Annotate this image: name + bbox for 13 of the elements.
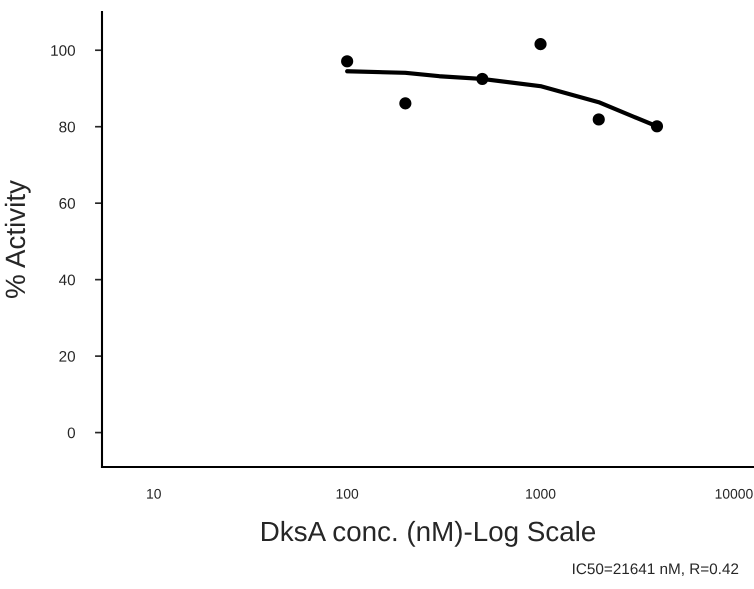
y-tick-label: 60 — [59, 198, 76, 209]
y-tick-label: 0 — [68, 427, 76, 438]
x-tick-label: 100 — [336, 488, 358, 499]
y-tick-label: 100 — [51, 45, 76, 56]
text: IC50=21641 nM, R=0.42 — [573, 563, 738, 576]
x-tick-label: 1000 — [526, 488, 556, 499]
y-axis-title: % Activity — [4, 180, 31, 298]
x-tick-label: 10000 — [716, 488, 753, 499]
x-tick-label: 10 — [147, 488, 161, 499]
y-tick-label: 20 — [59, 350, 76, 362]
x-axis-title: DksA conc. (nM)-Log Scale — [262, 520, 596, 547]
y-tick-label: 40 — [58, 274, 76, 286]
y-tick-label: 80 — [59, 122, 76, 132]
